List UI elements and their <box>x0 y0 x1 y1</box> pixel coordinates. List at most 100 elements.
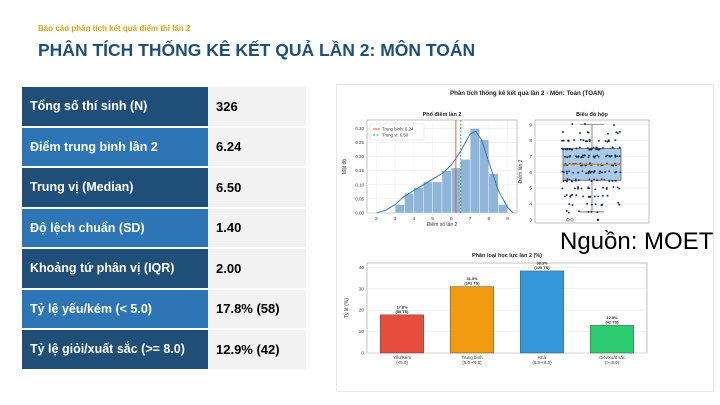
category-bar <box>590 325 634 354</box>
data-point <box>618 146 621 149</box>
stat-label: Trung vị (Median) <box>22 168 208 207</box>
bar-ytick-label: 0 <box>361 351 364 357</box>
hist-xtick-label: 6 <box>450 216 453 222</box>
data-point <box>588 148 591 151</box>
hist-xtick-label: 3 <box>394 216 397 222</box>
data-point <box>588 187 590 190</box>
stats-table: Tổng số thí sinh (N) 326 Điểm trung bình l… <box>22 85 306 371</box>
bar-category-range: (<5.0) <box>396 360 408 365</box>
data-point <box>597 155 600 158</box>
data-point <box>597 195 600 198</box>
data-point <box>564 148 567 151</box>
data-point <box>598 147 601 150</box>
stats-row: Điểm trung bình lần 2 6.24 <box>22 127 306 166</box>
data-point <box>577 186 579 189</box>
stats-row: Khoảng tứ phân vị (IQR) 2.00 <box>22 249 306 288</box>
hist-bar <box>469 128 480 214</box>
data-point <box>598 172 601 175</box>
data-point <box>568 178 571 181</box>
data-point <box>583 154 586 157</box>
data-point <box>596 211 599 214</box>
bar-category-label: Giỏi/Xuất sắc <box>599 355 626 360</box>
data-point <box>608 170 611 173</box>
bar-category-range: (5.0-<6.5) <box>462 360 482 365</box>
data-point <box>614 139 617 142</box>
data-point <box>575 147 578 150</box>
bar-ytick-label: 40 <box>359 265 365 271</box>
hist-bar <box>394 204 405 214</box>
data-point <box>593 195 596 198</box>
data-point <box>611 146 614 149</box>
data-point <box>601 203 604 206</box>
box-ylabel: Điểm lần 2 <box>517 159 524 183</box>
data-point <box>567 139 570 142</box>
data-point <box>568 147 571 150</box>
data-point <box>596 218 600 222</box>
data-point <box>579 162 582 165</box>
stat-value: 6.24 <box>208 127 306 166</box>
stat-label: Độ lệch chuẩn (SD) <box>22 208 208 247</box>
stats-row: Trung vị (Median) 6.50 <box>22 168 306 207</box>
data-point <box>595 146 598 149</box>
data-point <box>593 178 596 181</box>
stats-row: Độ lệch chuẩn (SD) 1.40 <box>22 208 306 247</box>
data-point <box>606 132 609 135</box>
data-point <box>568 170 571 173</box>
data-point <box>561 139 563 142</box>
data-point <box>617 201 620 204</box>
data-point <box>586 131 589 134</box>
hist-xtick-label: 8 <box>488 216 491 222</box>
figure-title: Phân tích thống kê kết quả lần 2 - Môn: … <box>450 90 604 97</box>
data-point <box>590 203 593 206</box>
box-ytick-label: 3 <box>529 217 532 223</box>
data-point <box>580 187 583 190</box>
data-point <box>606 140 609 143</box>
hist-bar <box>488 173 499 214</box>
hist-xtick-label: 9 <box>506 216 509 222</box>
stat-value: 1.40 <box>208 208 306 247</box>
box-ytick-label: 9 <box>529 122 532 128</box>
data-point <box>581 154 584 157</box>
category-bar <box>380 314 424 354</box>
hist-bar <box>479 139 490 214</box>
data-point <box>618 187 621 190</box>
bar-count-label: (58 TS) <box>396 309 410 314</box>
data-point <box>565 194 568 196</box>
data-point <box>600 178 603 181</box>
data-point <box>614 171 617 174</box>
data-point <box>587 172 590 175</box>
hist-xtick-label: 5 <box>431 216 434 222</box>
data-point <box>602 186 605 189</box>
hist-bar <box>498 204 508 214</box>
data-point <box>604 171 606 173</box>
hist-xtick-label: 2 <box>375 216 378 222</box>
data-point <box>581 155 583 158</box>
bar-value-label: 17.8% <box>396 304 408 309</box>
data-point <box>584 140 587 143</box>
data-point <box>565 170 568 173</box>
data-point <box>609 155 612 158</box>
data-point <box>613 124 615 126</box>
category-bar <box>520 270 564 354</box>
box-ytick-label: 4 <box>529 202 532 208</box>
data-point <box>601 147 604 149</box>
hist-bar <box>460 159 471 214</box>
data-point <box>590 170 593 173</box>
data-point <box>605 186 608 189</box>
data-point <box>596 148 599 151</box>
stat-label: Tổng số thí sinh (N) <box>22 87 208 126</box>
boxplot-chart: 3 4 5 6 7 8 9 Biểu đồ hộp Điểm lần 2 <box>517 111 650 223</box>
data-point <box>594 203 597 205</box>
data-point <box>585 172 588 175</box>
data-point <box>616 132 619 135</box>
data-point <box>590 180 593 183</box>
data-point <box>608 180 611 183</box>
data-point <box>577 171 580 174</box>
hist-bar <box>413 187 424 214</box>
stats-row: Tổng số thí sinh (N) 326 <box>22 87 306 126</box>
data-point <box>607 139 610 142</box>
data-point <box>614 179 617 182</box>
hist-ylabel: Mật độ <box>342 159 348 175</box>
hist-bar <box>441 170 452 214</box>
